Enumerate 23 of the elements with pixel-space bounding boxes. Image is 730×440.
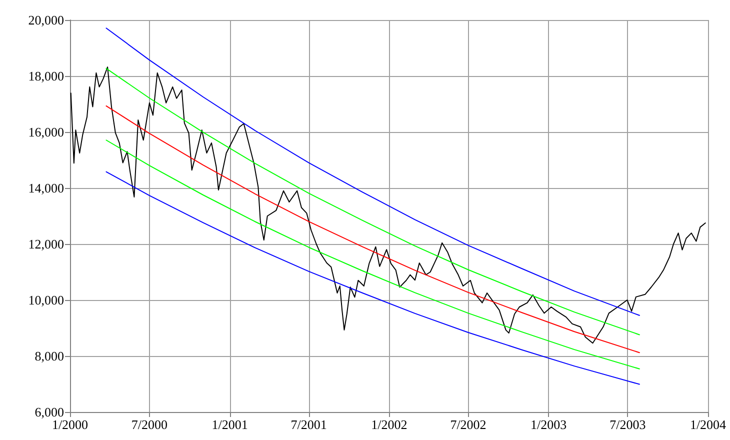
x-tick-label: 7/2003	[610, 417, 646, 432]
x-tick-label: 1/2004	[690, 417, 727, 432]
x-tick-label: 7/2001	[290, 417, 327, 432]
y-tick-label: 6,000	[34, 404, 64, 420]
x-tick-label: 1/2002	[371, 417, 408, 432]
line-series	[106, 68, 640, 336]
line-series	[106, 140, 640, 370]
x-tick-label: 1/2001	[212, 417, 248, 432]
x-tick-label: 7/2000	[131, 417, 168, 432]
line-series	[106, 28, 640, 316]
x-tick-label: 1/2003	[530, 417, 567, 432]
x-tick-label: 1/2000	[52, 417, 88, 432]
y-tick-label: 8,000	[34, 348, 64, 364]
line-series	[106, 105, 640, 354]
y-tick-label: 12,000	[28, 236, 64, 252]
y-tick-label: 14,000	[28, 180, 64, 196]
x-tick-label: 7/2002	[450, 417, 486, 432]
line-series	[106, 171, 640, 385]
y-tick-label: 16,000	[28, 124, 64, 140]
y-tick-label: 20,000	[28, 12, 64, 28]
y-tick-label: 10,000	[28, 292, 64, 308]
line-series	[70, 66, 706, 344]
y-tick-label: 18,000	[28, 68, 64, 84]
